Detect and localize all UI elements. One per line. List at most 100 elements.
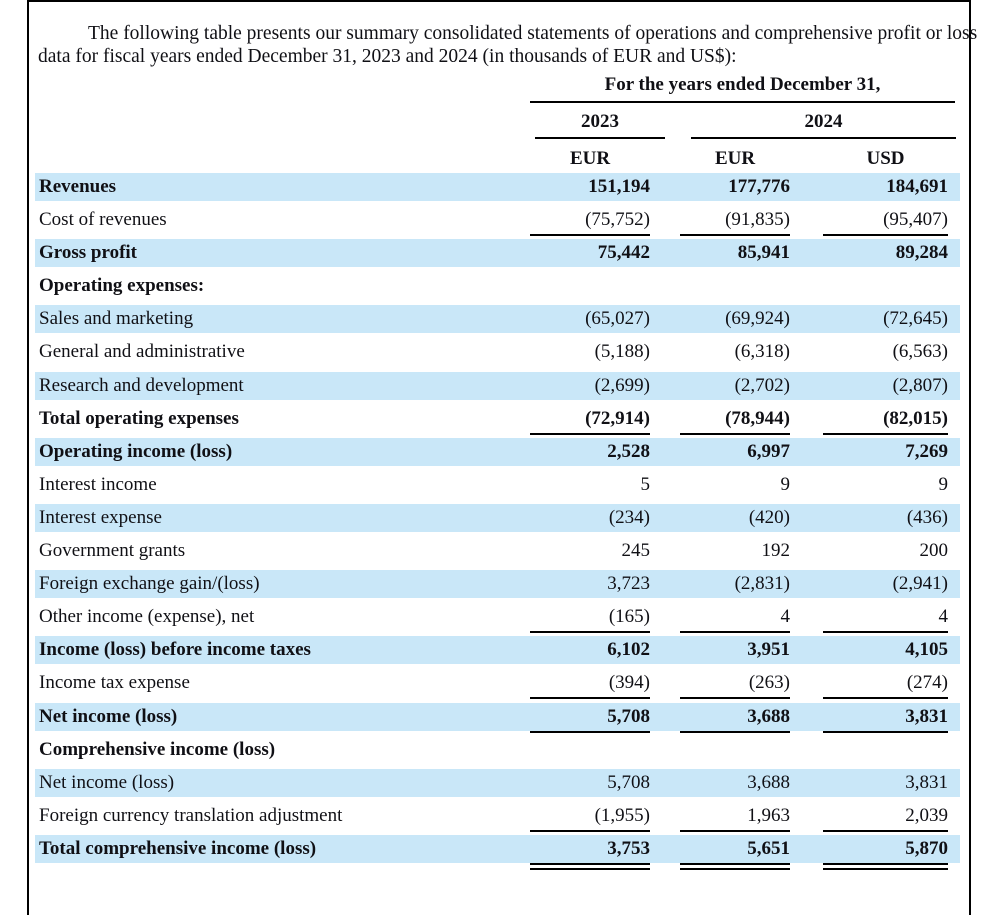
value-2023-eur: 2,528 [607,440,650,462]
row-label: Other income (expense), net [39,606,255,628]
value-2024-eur: 85,941 [737,242,790,264]
value-2024-usd: (82,015) [823,408,948,435]
value-2024-usd: (72,645) [883,308,948,330]
table-row: Total comprehensive income (loss) 3,753 … [35,834,960,870]
value-2024-eur: (69,924) [725,308,790,330]
value-2023-eur: (394) [530,672,650,700]
table-row: Comprehensive income (loss) [35,736,960,764]
value-2023-eur: 5,708 [607,771,650,793]
intro-paragraph: The following table presents our summary… [38,22,978,68]
table-row: Sales and marketing (65,027) (69,924) (7… [35,305,960,334]
value-2024-usd: 2,039 [823,805,948,832]
value-2024-eur: (91,835) [680,209,790,237]
value-2024-eur: 1,963 [680,805,790,832]
row-label: Interest income [39,473,157,495]
value-2024-eur: (2,702) [734,374,790,396]
year-2024-header: 2024 [691,111,956,139]
row-label: Net income (loss) [39,771,175,793]
row-label: Operating expenses: [39,275,205,297]
row-label: Cost of revenues [39,209,167,231]
value-2024-eur: 9 [780,473,791,495]
table-row: Foreign currency translation adjustment … [35,802,960,832]
row-label: Net income (loss) [39,705,178,727]
row-label: Gross profit [39,242,137,264]
value-2024-usd: 5,870 [823,838,948,870]
value-2024-eur: 177,776 [728,176,790,197]
value-2024-eur: 6,997 [747,440,790,462]
year-2023-header: 2023 [535,111,665,139]
value-2023-eur: 5 [640,473,651,495]
table-row: Gross profit 75,442 85,941 89,284 [35,239,960,268]
row-label: Foreign currency translation adjustment [39,804,343,826]
table-row: Income tax expense (394) (263) (274) [35,669,960,700]
row-label: Interest expense [39,506,162,528]
table-row: Interest expense (234) (420) (436) [35,503,960,532]
value-2024-usd: (274) [823,672,948,700]
row-label: Foreign exchange gain/(loss) [39,573,260,595]
value-2023-eur: 6,102 [607,639,650,661]
table-row: Income (loss) before income taxes 6,102 … [35,636,960,665]
table-row: Other income (expense), net (165) 4 4 [35,603,960,634]
value-2024-eur: (420) [748,506,790,528]
value-2024-eur: (78,944) [680,408,790,435]
value-2024-eur: 3,951 [747,639,790,661]
row-label: Operating income (loss) [39,440,233,462]
value-2024-usd: 4,105 [905,639,948,661]
table-row: Cost of revenues (75,752) (91,835) (95,4… [35,206,960,237]
years-ended-title: For the years ended December 31, [530,74,955,103]
value-2023-eur: (75,752) [530,209,650,237]
row-label: General and administrative [39,341,245,363]
value-2023-eur: (65,027) [585,308,650,330]
value-2023-eur: 3,723 [607,573,650,595]
table-row: Government grants 245 192 200 [35,537,960,565]
value-2024-eur: (263) [680,672,790,700]
header-years-row: 2023 2024 [35,111,960,139]
table-row: Net income (loss) 5,708 3,688 3,831 [35,702,960,733]
value-2024-eur: 3,688 [680,706,790,733]
row-label: Income (loss) before income taxes [39,639,311,661]
value-2024-eur: 3,688 [747,771,790,793]
currency-header-eur-2024: EUR [714,148,756,169]
row-label: Revenues [39,176,117,197]
value-2023-eur: 151,194 [588,176,650,197]
header-title-row: For the years ended December 31, [35,74,960,103]
statement-table-body: Revenues 151,194 177,776 184,691 Cost of… [35,173,960,870]
value-2023-eur: 245 [621,540,651,562]
value-2024-eur: 5,651 [680,838,790,870]
value-2024-usd: 7,269 [905,440,948,462]
value-2024-eur: 4 [680,606,790,634]
value-2023-eur: 3,753 [530,838,650,870]
row-label: Total comprehensive income (loss) [39,837,317,859]
table-row: Total operating expenses (72,914) (78,94… [35,405,960,435]
value-2024-usd: 200 [919,540,949,562]
value-2024-usd: (6,563) [892,341,948,363]
value-2024-eur: 192 [761,540,791,562]
value-2024-usd: 9 [938,473,949,495]
row-label: Comprehensive income (loss) [39,738,276,760]
value-2024-usd: 4 [823,606,948,634]
value-2024-usd: 89,284 [895,242,948,264]
table-row: Net income (loss) 5,708 3,688 3,831 [35,768,960,797]
value-2024-usd: (436) [906,506,948,528]
table-row: Operating expenses: [35,272,960,300]
value-2024-usd: 184,691 [886,176,948,197]
value-2024-eur: (6,318) [734,341,790,363]
value-2024-usd: (2,807) [892,374,948,396]
table-row: Research and development (2,699) (2,702)… [35,371,960,400]
table-row: Interest income 5 9 9 [35,471,960,499]
value-2023-eur: (234) [608,506,650,528]
value-2023-eur: (165) [530,606,650,634]
table-row: Revenues 151,194 177,776 184,691 [35,173,960,201]
table-row: Foreign exchange gain/(loss) 3,723 (2,83… [35,570,960,599]
value-2023-eur: (2,699) [594,374,650,396]
currency-header-eur-2023: EUR [569,148,611,169]
row-label: Sales and marketing [39,308,194,330]
value-2023-eur: (1,955) [530,805,650,832]
header-currency-row: EUR EUR USD [35,148,960,170]
row-label: Income tax expense [39,672,190,694]
value-2024-usd: (2,941) [892,573,948,595]
value-2023-eur: 75,442 [597,242,650,264]
value-2024-usd: (95,407) [823,209,948,237]
value-2024-usd: 3,831 [905,771,948,793]
value-2023-eur: (72,914) [530,408,650,435]
